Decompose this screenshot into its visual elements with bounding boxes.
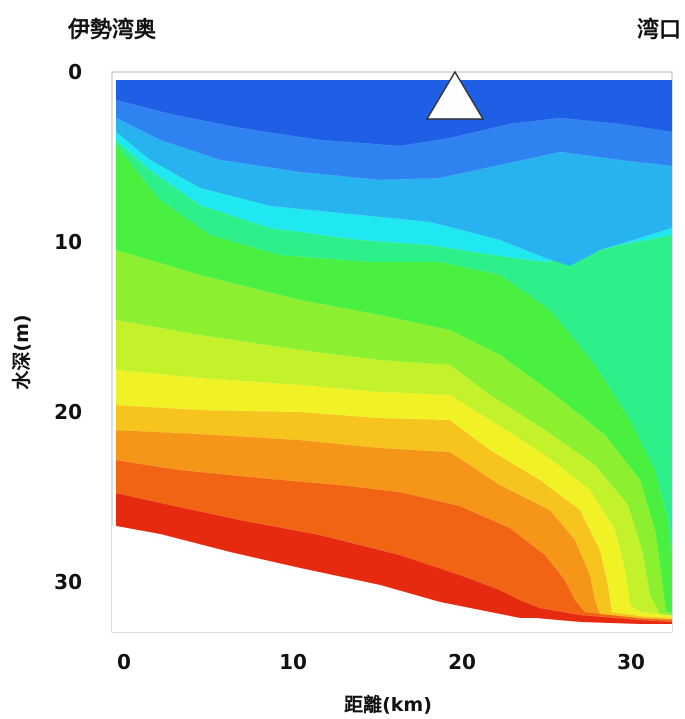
x-axis: 0 10 20 30 [117,650,645,674]
y-tick-label: 0 [68,60,82,84]
y-tick-label: 20 [54,400,82,424]
y-tick-label: 30 [54,570,82,594]
y-tick-label: 10 [54,230,82,254]
contour-bands [112,80,672,632]
x-tick-label: 20 [448,650,476,674]
x-tick-label: 10 [279,650,307,674]
x-axis-title: 距離(km) [344,693,432,716]
y-axis: 0 10 20 30 [54,60,82,594]
y-axis-title: 水深(m) [10,314,33,389]
x-tick-label: 0 [117,650,131,674]
x-tick-label: 30 [617,650,645,674]
